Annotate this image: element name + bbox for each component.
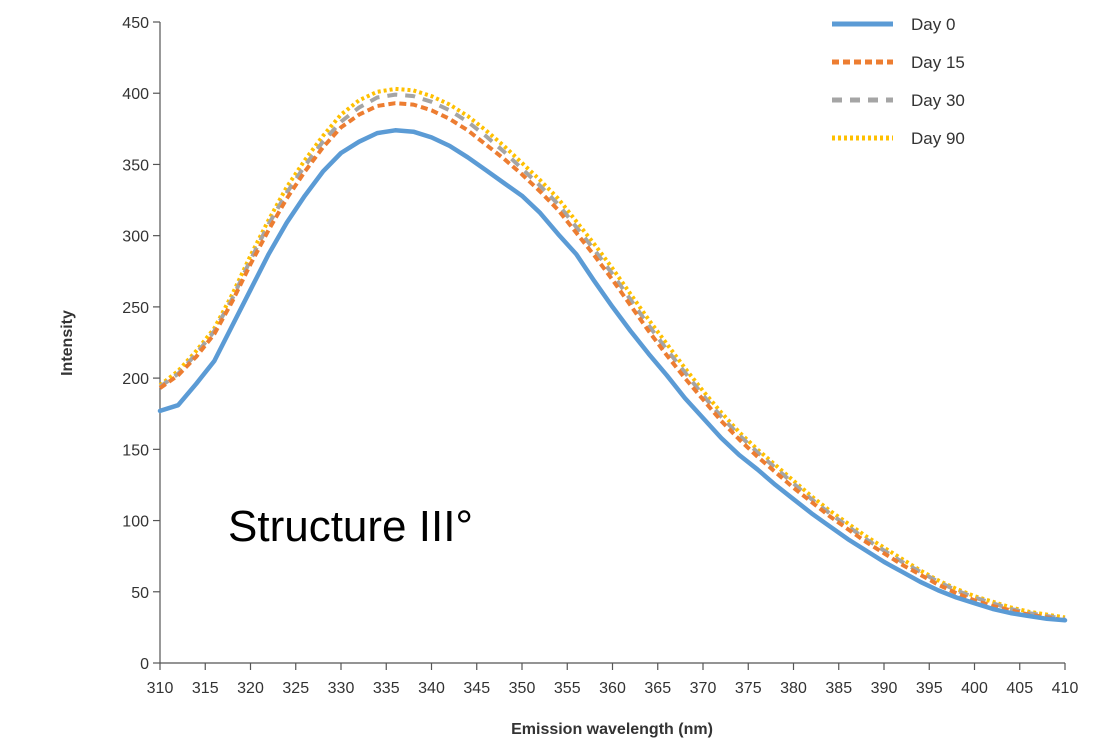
x-tick-label: 350 [509, 680, 536, 697]
y-tick-label: 200 [122, 371, 149, 388]
x-tick-label: 400 [961, 680, 988, 697]
x-tick-label: 325 [282, 680, 309, 697]
x-tick-label: 390 [871, 680, 898, 697]
x-tick-label: 320 [237, 680, 264, 697]
x-tick-label: 385 [825, 680, 852, 697]
x-tick-label: 345 [463, 680, 490, 697]
x-tick-label: 310 [147, 680, 174, 697]
x-tick-label: 395 [916, 680, 943, 697]
legend-label: Day 0 [911, 15, 955, 34]
y-tick-label: 300 [122, 229, 149, 246]
y-tick-label: 450 [122, 15, 149, 32]
axes: 0 50 100 150 200 250 300 350 400 450 310 315 320 325 3… [122, 15, 1078, 697]
series-line-day-0 [157, 128, 1068, 623]
x-tick-label: 335 [373, 680, 400, 697]
y-tick-label: 50 [131, 585, 149, 602]
legend-label: Day 30 [911, 91, 965, 110]
series-line-day-90 [158, 86, 1066, 620]
x-tick-label: 410 [1052, 680, 1079, 697]
x-tick-label: 360 [599, 680, 626, 697]
legend-label: Day 90 [911, 129, 965, 148]
x-axis-title: Emission wavelength (nm) [511, 721, 713, 738]
y-tick-label: 100 [122, 514, 149, 531]
y-tick-label: 250 [122, 300, 149, 317]
x-tick-label: 365 [644, 680, 671, 697]
x-tick-label: 355 [554, 680, 581, 697]
legend: Day 0 Day 15 Day 30 Day 90 [832, 15, 965, 148]
x-tick-label: 405 [1006, 680, 1033, 697]
x-tick-label: 340 [418, 680, 445, 697]
series-layer [157, 86, 1068, 623]
x-tick-label: 315 [192, 680, 219, 697]
y-tick-label: 150 [122, 442, 149, 459]
y-tick-label: 400 [122, 86, 149, 103]
x-tick-label: 370 [690, 680, 717, 697]
series-line-day-30 [158, 92, 1066, 621]
x-tick-label: 380 [780, 680, 807, 697]
structure-annotation: Structure III° [228, 502, 473, 551]
x-tick-label: 330 [328, 680, 355, 697]
x-tick-label: 375 [735, 680, 762, 697]
series-line-day-15 [158, 101, 1066, 623]
y-tick-label: 0 [140, 656, 149, 673]
legend-label: Day 15 [911, 53, 965, 72]
y-axis-title: Intensity [59, 310, 76, 376]
y-tick-label: 350 [122, 157, 149, 174]
